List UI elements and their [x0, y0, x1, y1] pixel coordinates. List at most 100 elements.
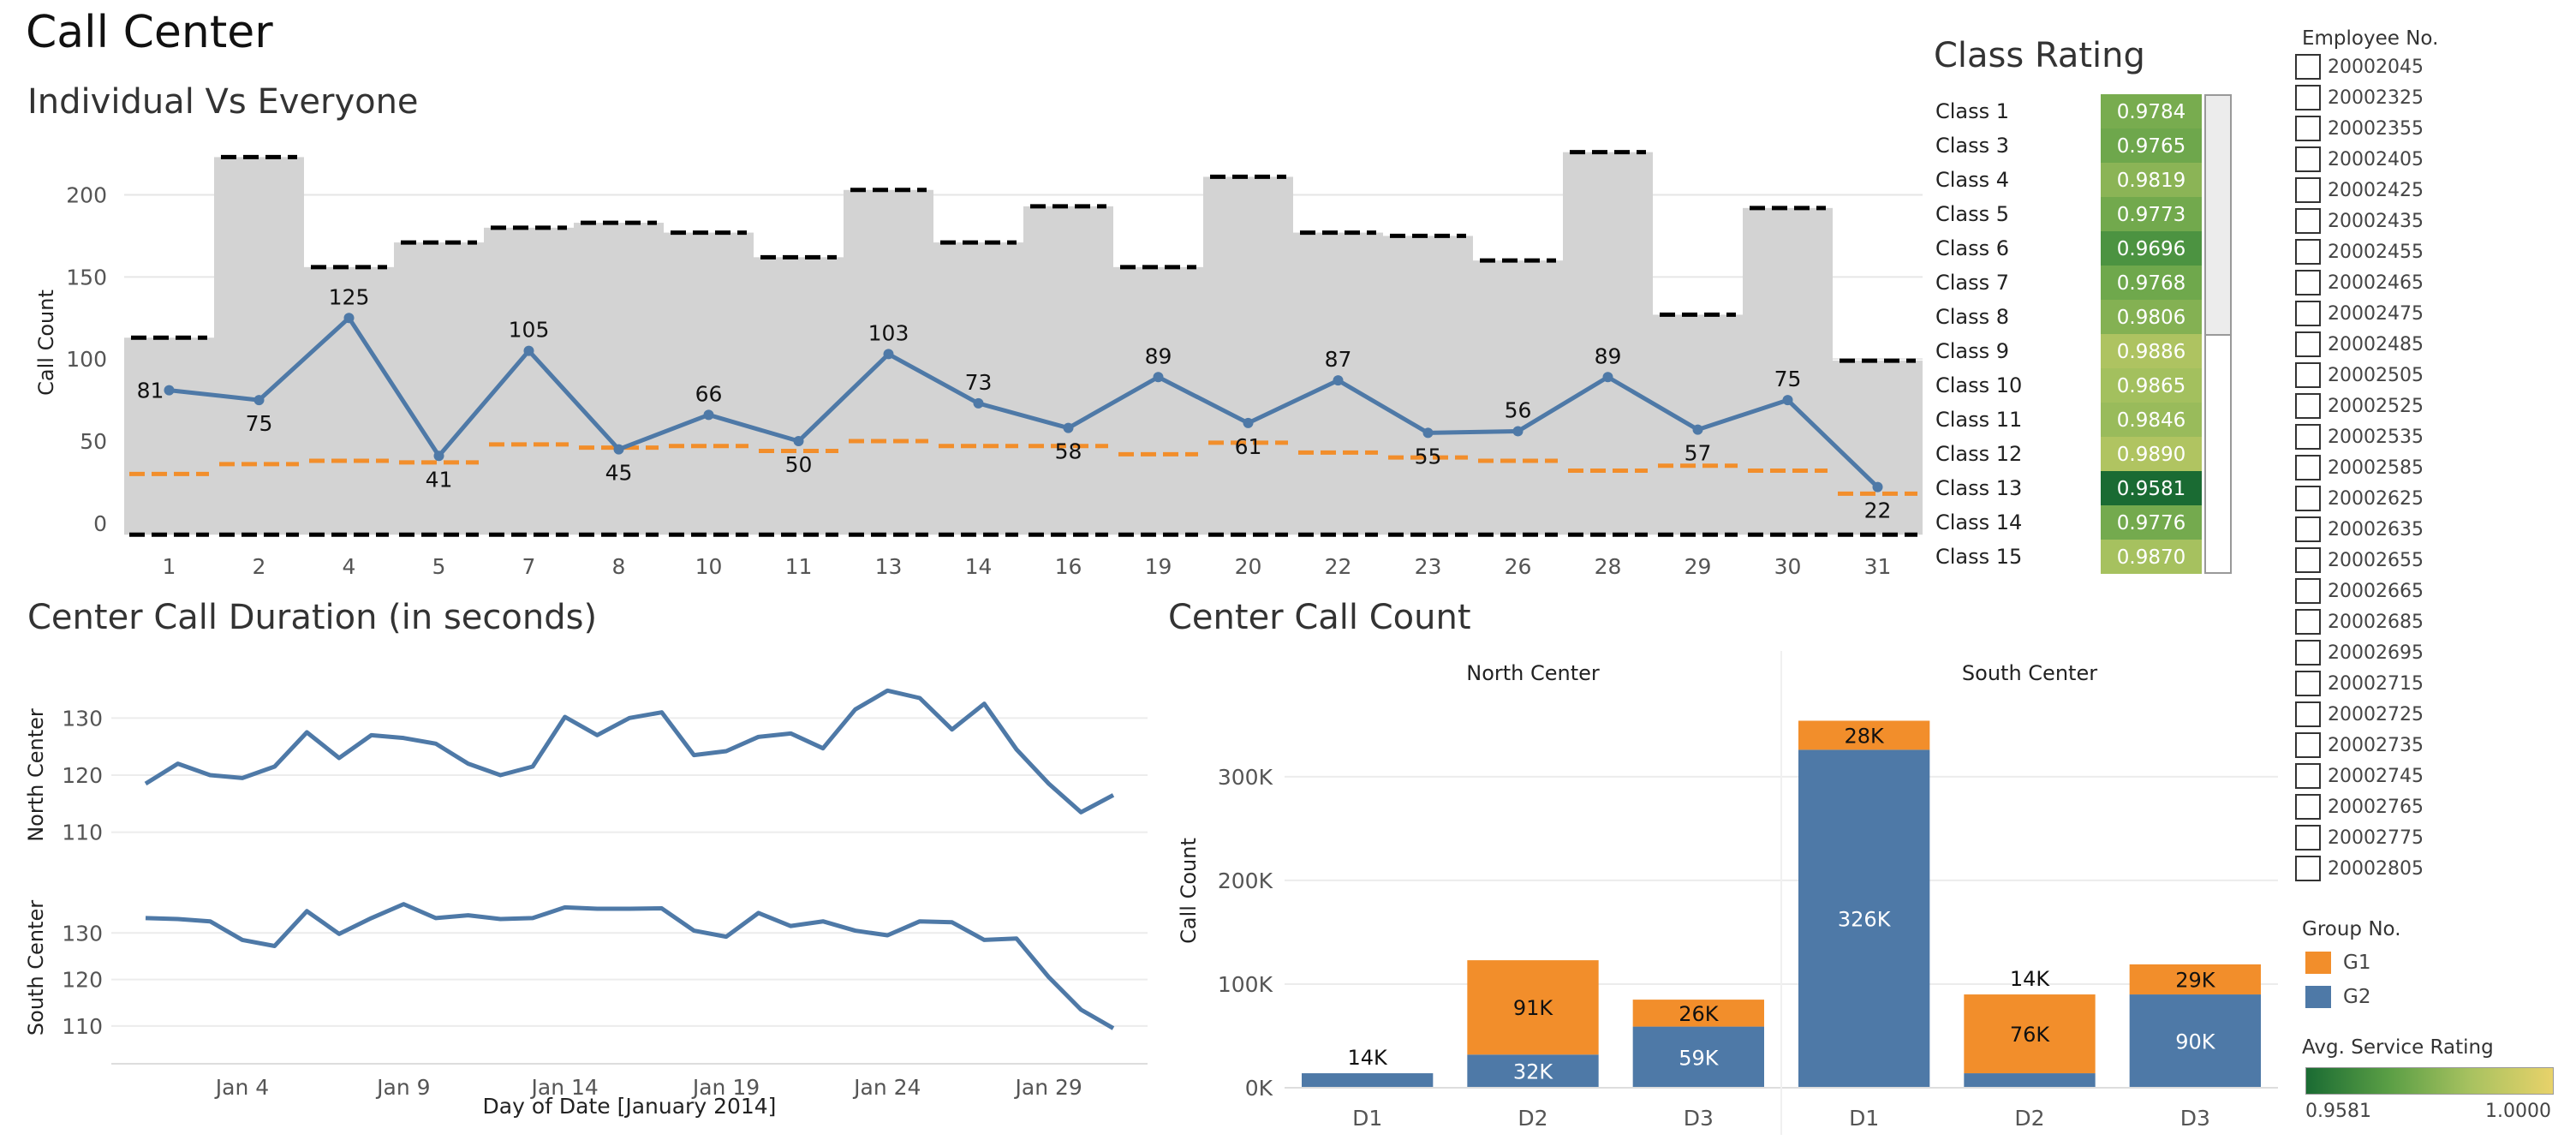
employee-checkbox[interactable]: [2295, 270, 2321, 295]
individual-line: [169, 315, 1880, 489]
individual-data-label: 75: [1774, 367, 1802, 391]
center-call-duration-chart: 110 120 130 North Center 110 120 130 South Cent…: [24, 688, 1148, 1119]
employee-checkbox[interactable]: [2295, 85, 2321, 110]
individual-data-label: 57: [1685, 441, 1712, 466]
employee-filter-item[interactable]: 20002655: [2295, 545, 2501, 576]
employee-checkbox[interactable]: [2295, 794, 2321, 820]
employee-filter-item[interactable]: 20002735: [2295, 730, 2501, 761]
bar-label-g1: 91K: [1513, 996, 1554, 1020]
employee-id-label: 20002455: [2328, 241, 2424, 263]
employee-filter-item[interactable]: 20002505: [2295, 360, 2501, 391]
rating-cell: [2101, 471, 2202, 505]
employee-filter-item[interactable]: 20002475: [2295, 298, 2501, 329]
center-call-count-chart: 0K 100K 200K 300K Call Count North Center 14K D…: [1177, 651, 2278, 1135]
employee-filter-item[interactable]: 20002405: [2295, 144, 2501, 175]
bar-g1: [1798, 720, 1930, 750]
employee-filter-item[interactable]: 20002805: [2295, 853, 2501, 884]
y-tick-label: 130: [62, 921, 103, 946]
employee-checkbox[interactable]: [2295, 856, 2321, 881]
employee-checkbox[interactable]: [2295, 671, 2321, 696]
employee-filter-item[interactable]: 20002765: [2295, 791, 2501, 822]
employee-checkbox[interactable]: [2295, 486, 2321, 511]
employee-filter-item[interactable]: 20002485: [2295, 329, 2501, 360]
employee-checkbox[interactable]: [2295, 331, 2321, 357]
employee-filter-item[interactable]: 20002745: [2295, 761, 2501, 791]
legend-swatch-g2: [2305, 986, 2331, 1008]
class-row-label: Class 9: [1935, 339, 2009, 363]
bar-g2: [1798, 749, 1930, 1088]
employee-checkbox[interactable]: [2295, 301, 2321, 326]
employee-filter-item[interactable]: 20002715: [2295, 668, 2501, 699]
employee-checkbox[interactable]: [2295, 578, 2321, 604]
individual-data-label: 73: [965, 370, 993, 395]
employee-filter-item[interactable]: 20002535: [2295, 421, 2501, 452]
employee-filter-item[interactable]: 20002425: [2295, 175, 2501, 206]
individual-point: [1422, 427, 1434, 439]
employee-filter-item[interactable]: 20002355: [2295, 113, 2501, 144]
x-tick-label: 10: [695, 554, 723, 579]
rating-cell-label: 0.9846: [2117, 409, 2185, 432]
employee-checkbox[interactable]: [2295, 547, 2321, 573]
bar-label-g1: 29K: [2175, 969, 2216, 993]
class-row-label: Class 10: [1935, 373, 2022, 397]
employee-filter-item[interactable]: 20002585: [2295, 452, 2501, 483]
employee-checkbox[interactable]: [2295, 455, 2321, 480]
employee-checkbox[interactable]: [2295, 763, 2321, 789]
x-tick-label: 29: [1685, 554, 1712, 579]
employee-filter-item[interactable]: 20002045: [2295, 51, 2501, 82]
employee-filter-item[interactable]: 20002455: [2295, 236, 2501, 267]
employee-checkbox[interactable]: [2295, 640, 2321, 666]
employee-checkbox[interactable]: [2295, 393, 2321, 419]
employee-checkbox[interactable]: [2295, 362, 2321, 388]
y-tick-label: 100: [66, 347, 107, 372]
individual-point: [1063, 422, 1074, 433]
rating-cell-label: 0.9865: [2117, 375, 2185, 397]
x-tick-label: D1: [1352, 1106, 1382, 1131]
everyone-range-band: [1113, 266, 1203, 535]
employee-filter-item[interactable]: 20002695: [2295, 637, 2501, 668]
legend-item-g1[interactable]: G1: [2305, 946, 2370, 980]
bar-g2: [1964, 1073, 2096, 1088]
employee-checkbox[interactable]: [2295, 732, 2321, 758]
everyone-range-band: [214, 157, 304, 535]
employee-filter-item[interactable]: 20002685: [2295, 606, 2501, 637]
individual-point: [613, 444, 624, 455]
employee-filter-list[interactable]: 20002045 20002325 20002355 20002405 20002425…: [2295, 51, 2501, 895]
employee-filter-item[interactable]: 20002435: [2295, 206, 2501, 236]
employee-checkbox[interactable]: [2295, 146, 2321, 172]
employee-checkbox[interactable]: [2295, 516, 2321, 542]
employee-checkbox[interactable]: [2295, 239, 2321, 265]
employee-filter-item[interactable]: 20002775: [2295, 822, 2501, 853]
x-tick-label: 1: [163, 554, 176, 579]
employee-filter-item[interactable]: 20002325: [2295, 82, 2501, 113]
employee-checkbox[interactable]: [2295, 701, 2321, 727]
everyone-range-band: [124, 337, 214, 535]
facet-header: South Center: [1962, 661, 2097, 685]
employee-id-label: 20002325: [2328, 87, 2424, 109]
employee-checkbox[interactable]: [2295, 177, 2321, 203]
y-tick-label: 0: [93, 511, 107, 536]
employee-checkbox[interactable]: [2295, 609, 2321, 635]
rating-cell-label: 0.9886: [2117, 341, 2185, 363]
employee-filter-item[interactable]: 20002665: [2295, 576, 2501, 606]
employee-filter-item[interactable]: 20002525: [2295, 391, 2501, 421]
x-tick-label: Jan 9: [375, 1075, 430, 1100]
x-tick-label: D2: [2014, 1106, 2044, 1131]
legend-item-g2[interactable]: G2: [2305, 980, 2370, 1014]
x-tick-label: 13: [875, 554, 903, 579]
employee-filter-item[interactable]: 20002465: [2295, 267, 2501, 298]
y-tick-label: 120: [62, 763, 103, 788]
rating-cell-label: 0.9696: [2117, 238, 2185, 260]
employee-filter-item[interactable]: 20002625: [2295, 483, 2501, 514]
class-row-label: Class 4: [1935, 168, 2009, 192]
employee-checkbox[interactable]: [2295, 54, 2321, 80]
employee-checkbox[interactable]: [2295, 208, 2321, 234]
employee-checkbox[interactable]: [2295, 424, 2321, 450]
employee-checkbox[interactable]: [2295, 825, 2321, 851]
x-tick-label: 26: [1505, 554, 1532, 579]
employee-filter-item[interactable]: 20002725: [2295, 699, 2501, 730]
rating-cell: [2101, 368, 2202, 403]
employee-filter-item[interactable]: 20002635: [2295, 514, 2501, 545]
employee-checkbox[interactable]: [2295, 116, 2321, 141]
facet-header: North Center: [1466, 661, 1600, 685]
